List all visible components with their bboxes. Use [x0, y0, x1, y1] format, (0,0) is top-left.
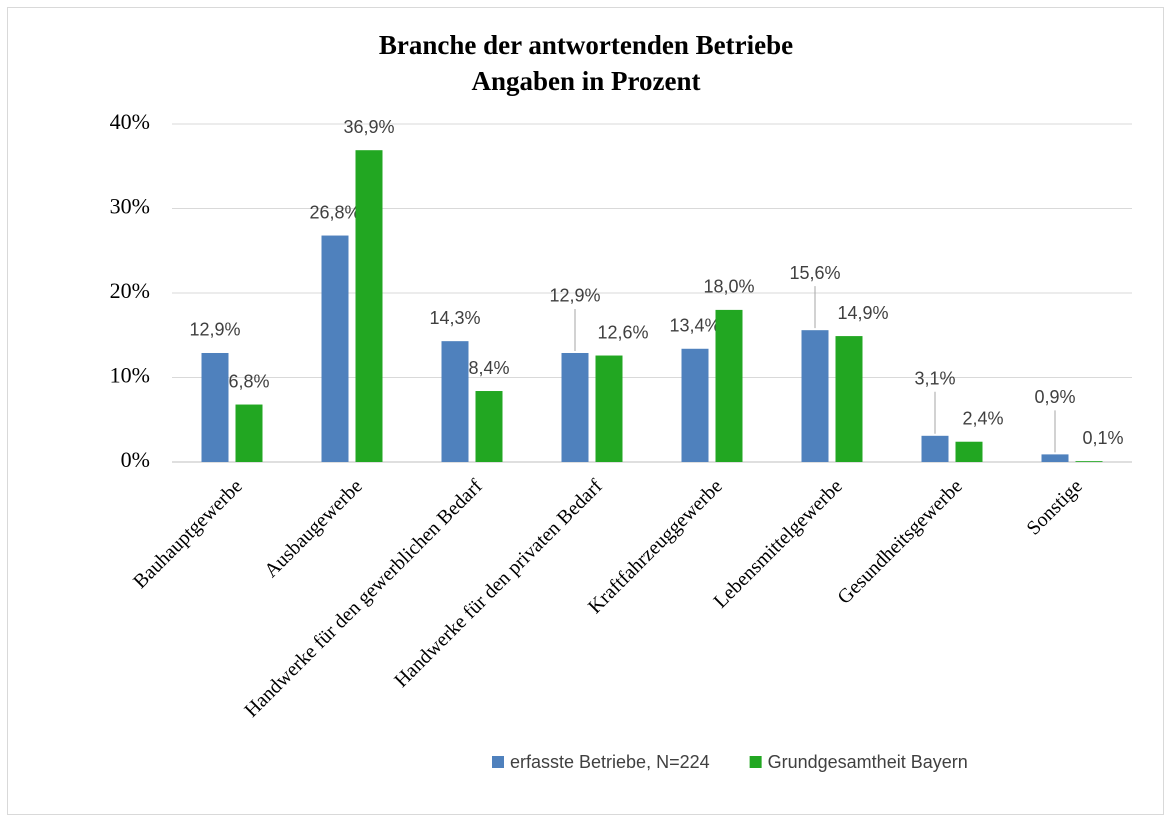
bar — [921, 435, 949, 462]
bar — [1075, 461, 1103, 462]
bar — [681, 348, 709, 462]
bar — [1041, 454, 1069, 462]
y-tick-label: 0% — [121, 447, 150, 472]
data-label: 18,0% — [703, 277, 754, 297]
bar — [595, 355, 623, 462]
data-label: 36,9% — [343, 117, 394, 137]
bar — [321, 235, 349, 462]
chart-subtitle: Angaben in Prozent — [471, 66, 700, 96]
bar — [801, 330, 829, 462]
legend-label: Grundgesamtheit Bayern — [768, 752, 968, 772]
data-label: 0,1% — [1082, 428, 1123, 448]
y-tick-label: 30% — [110, 194, 150, 219]
bar — [835, 336, 863, 462]
data-label: 8,4% — [468, 358, 509, 378]
data-label: 14,9% — [837, 303, 888, 323]
y-tick-label: 40% — [110, 109, 150, 134]
data-label: 3,1% — [914, 369, 955, 389]
bar — [955, 441, 983, 462]
bar — [201, 352, 229, 462]
data-label: 12,9% — [189, 320, 240, 340]
legend-label: erfasste Betriebe, N=224 — [510, 752, 710, 772]
bar — [441, 341, 469, 462]
bar — [355, 150, 383, 462]
data-label: 12,9% — [549, 286, 600, 306]
data-label: 12,6% — [597, 322, 648, 342]
y-tick-label: 10% — [110, 363, 150, 388]
bar — [561, 352, 589, 462]
chart-title: Branche der antwortenden Betriebe — [379, 30, 793, 60]
bar — [715, 309, 743, 462]
legend-swatch — [749, 756, 762, 768]
bar — [235, 404, 263, 462]
data-label: 15,6% — [789, 263, 840, 283]
y-tick-label: 20% — [110, 278, 150, 303]
data-label: 0,9% — [1034, 387, 1075, 407]
data-label: 26,8% — [309, 202, 360, 222]
data-label: 2,4% — [962, 408, 1003, 428]
data-label: 14,3% — [429, 308, 480, 328]
bar — [475, 391, 503, 462]
data-label: 6,8% — [228, 371, 269, 391]
legend-swatch — [492, 756, 504, 768]
data-label: 13,4% — [669, 316, 720, 336]
